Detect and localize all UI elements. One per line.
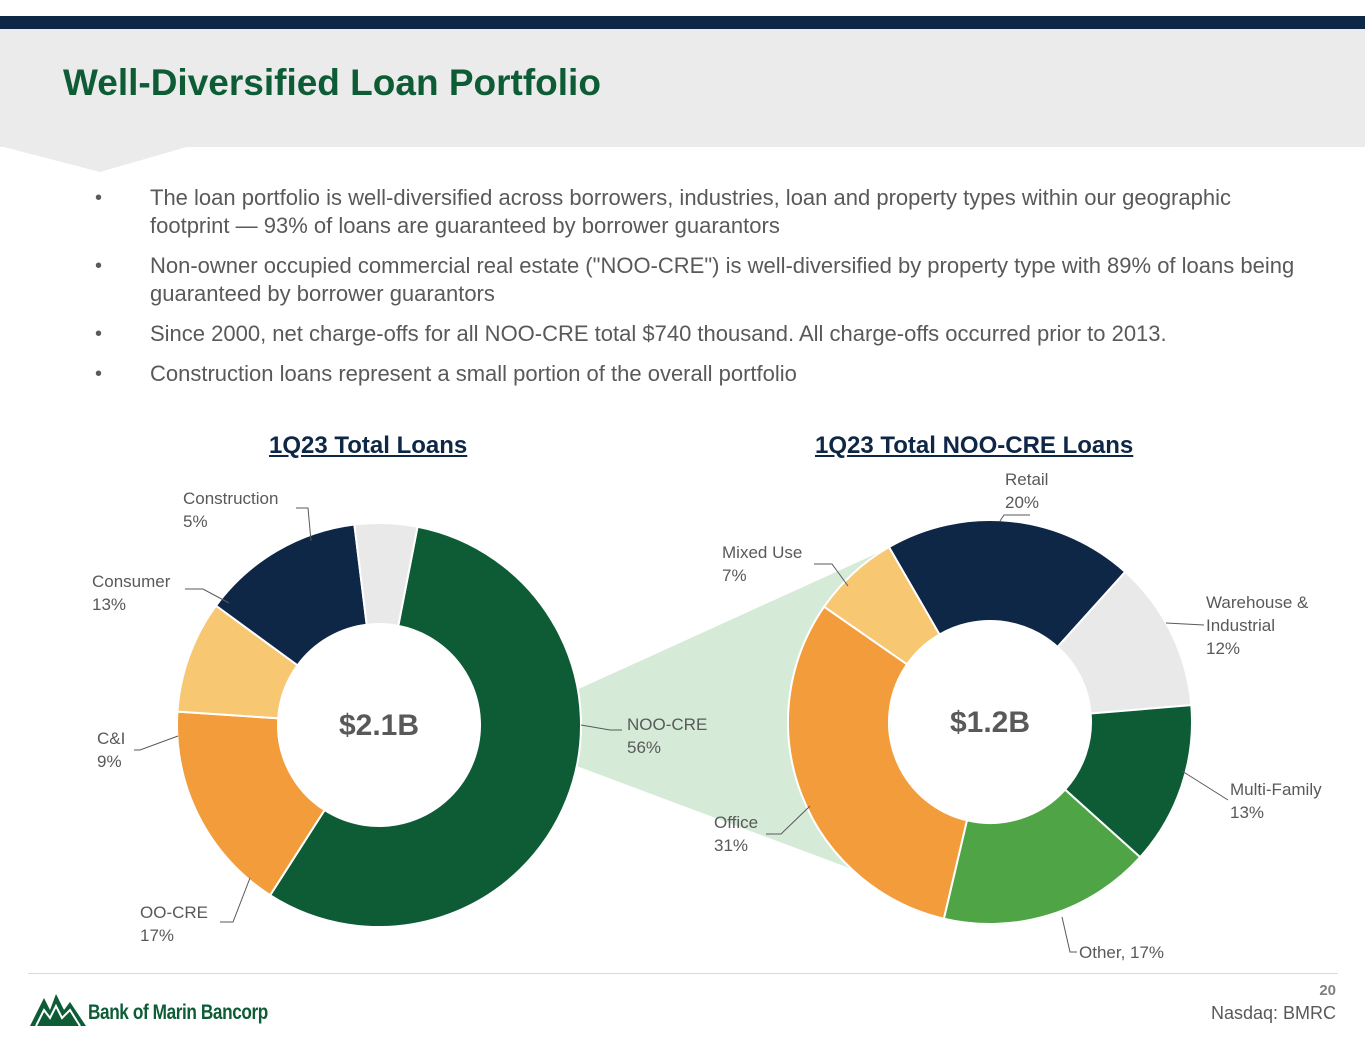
header-band	[0, 29, 1365, 147]
leader-line	[766, 805, 811, 835]
donut2-slice-retail	[887, 519, 1127, 649]
bullet-item: • The loan portfolio is well-diversified …	[95, 184, 1295, 240]
page-title: Well-Diversified Loan Portfolio	[63, 62, 601, 103]
bullet-text: Since 2000, net charge-offs for all NOO-…	[150, 321, 1167, 346]
bullet-text: The loan portfolio is well-diversified a…	[150, 185, 1231, 238]
page-number: 20	[1319, 982, 1336, 999]
bullet-item: • Since 2000, net charge-offs for all NOO…	[95, 320, 1295, 348]
slice-label: Mixed Use 7%	[722, 543, 802, 585]
ticker-symbol: Nasdaq: BMRC	[1210, 1003, 1336, 1023]
slice-label: Construction 5%	[183, 489, 278, 531]
leader-line	[220, 877, 251, 923]
slice-label: NOO-CRE 56%	[627, 715, 707, 757]
slice-label: Other, 17%	[1079, 943, 1164, 962]
donut1-slice-oo-cre	[176, 710, 326, 897]
total-loans-chart-title: 1Q23 Total Loans	[269, 432, 468, 459]
slice-label: Retail 20%	[1005, 470, 1048, 512]
donut2-slice-office	[787, 605, 969, 920]
bullet-marker: •	[95, 255, 103, 277]
bullet-item: • Non-owner occupied commercial real esta…	[95, 252, 1295, 308]
bullet-text: Construction loans represent a small por…	[150, 361, 797, 386]
leader-line	[185, 588, 230, 604]
donut2-center-label: $1.2B	[950, 706, 1030, 739]
bullet-marker: •	[95, 363, 103, 385]
bullet-text: Non-owner occupied commercial real estat…	[150, 253, 1295, 306]
slice-label: OO-CRE 17%	[140, 903, 208, 945]
footer-divider	[28, 973, 1338, 974]
bullet-list: • The loan portfolio is well-diversified …	[95, 184, 1295, 400]
donut1-slice-noo-cre	[268, 525, 582, 928]
slice-label: C&I 9%	[97, 729, 125, 771]
leader-line	[999, 514, 1030, 522]
slice-label: Consumer 13%	[92, 572, 171, 614]
header-notch	[0, 146, 190, 172]
top-accent-bar	[0, 16, 1365, 29]
leader-line	[134, 735, 179, 751]
donut2-slice-mixed-use	[822, 545, 941, 666]
leader-line	[580, 724, 622, 731]
logo-text: Bank of Marin Bancorp	[88, 1001, 268, 1024]
leader-line	[1061, 916, 1077, 953]
bank-logo-icon	[30, 994, 86, 1027]
leader-line	[1165, 622, 1205, 626]
noo-cre-chart-title: 1Q23 Total NOO-CRE Loans	[815, 432, 1134, 459]
slice-label: Warehouse & Industrial 12%	[1206, 593, 1309, 658]
donut2-slice-other	[942, 788, 1142, 925]
donut1-slice-construction	[353, 522, 419, 628]
leader-line	[296, 507, 312, 542]
bullet-marker: •	[95, 323, 103, 345]
leader-line	[814, 563, 849, 587]
bullet-marker: •	[95, 187, 103, 209]
slice-label: Office 31%	[714, 813, 758, 855]
leader-line	[1181, 770, 1229, 801]
donut1-center-label: $2.1B	[339, 709, 419, 742]
bullet-item: • Construction loans represent a small po…	[95, 360, 1295, 388]
slice-label: Multi-Family 13%	[1230, 780, 1322, 822]
